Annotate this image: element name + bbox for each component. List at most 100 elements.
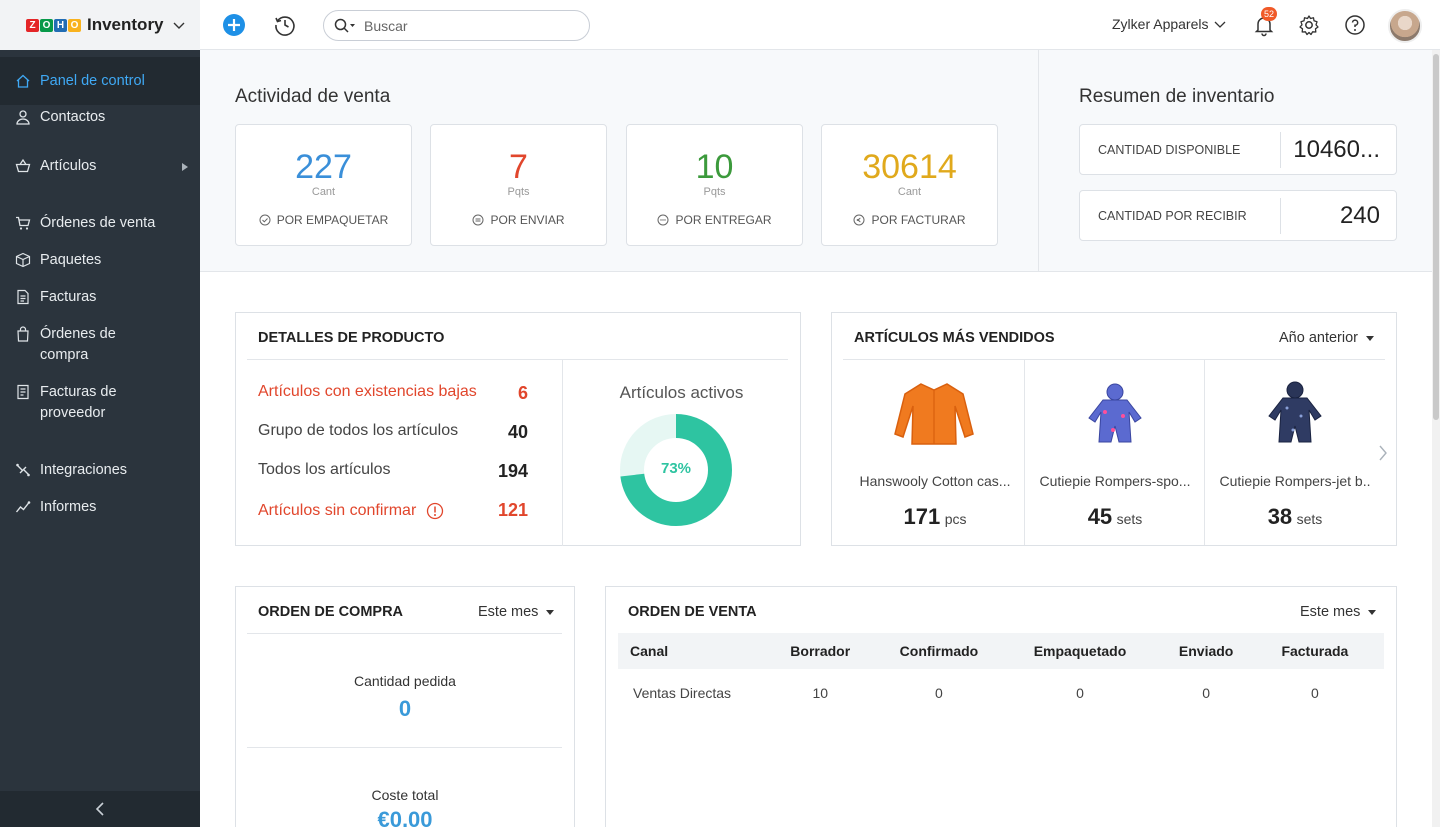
- period-label: Este mes: [1300, 604, 1361, 620]
- divider: [1024, 360, 1025, 545]
- inventory-value: 10460...: [1293, 135, 1380, 163]
- sidebar-item-label: Paquetes: [40, 252, 102, 268]
- top-item-card[interactable]: Cutiepie Rompers-spo... 45 sets: [1025, 360, 1205, 545]
- table-row[interactable]: Ventas Directas 10 0 0 0 0: [618, 669, 1384, 717]
- caret-down-icon: [1366, 335, 1374, 341]
- alert-circle-icon[interactable]: [426, 502, 444, 520]
- activity-card-to-pack[interactable]: 227 Cant POR EMPAQUETAR: [235, 124, 412, 246]
- activity-value: 30614: [862, 148, 957, 186]
- sidebar-item-sales-orders[interactable]: Órdenes de venta: [0, 213, 200, 234]
- table-cell: 0: [1076, 685, 1084, 701]
- chevron-down-icon: [173, 22, 185, 29]
- truck-icon: [472, 214, 484, 226]
- row-value: 40: [507, 422, 528, 442]
- row-label: Artículos con existencias bajas: [258, 383, 477, 400]
- row-value: 194: [497, 461, 528, 481]
- activity-unit: Cant: [311, 186, 336, 198]
- item-quantity: 38 sets: [1205, 504, 1385, 530]
- activity-label-row: POR ENVIAR: [431, 213, 606, 227]
- column-header: Borrador: [756, 633, 885, 669]
- sidebar-item-reports[interactable]: Informes: [0, 497, 200, 518]
- cart-icon: [16, 216, 31, 230]
- activity-card-to-ship[interactable]: 7 Pqts POR ENVIAR: [430, 124, 607, 246]
- qty-value: 45: [1087, 504, 1113, 529]
- active-items-title: Artículos activos: [619, 383, 744, 402]
- organization-switcher[interactable]: Zylker Apparels: [1112, 16, 1226, 32]
- search-icon[interactable]: [334, 18, 356, 34]
- all-item-groups-row[interactable]: Grupo de todos los artículos 40: [258, 422, 528, 443]
- activity-label-row: POR ENTREGAR: [627, 213, 802, 227]
- activity-card-to-deliver[interactable]: 10 Pqts POR ENTREGAR: [626, 124, 803, 246]
- help-icon[interactable]: [1343, 13, 1367, 37]
- invoice-icon: [17, 289, 29, 305]
- qty-unit: sets: [1116, 511, 1143, 527]
- total-cost-value: €0,00: [377, 807, 433, 827]
- table-cell: Ventas Directas: [633, 685, 732, 701]
- search-input[interactable]: [364, 17, 564, 34]
- sidebar-item-packages[interactable]: Paquetes: [0, 250, 200, 271]
- divider: [247, 633, 562, 634]
- chevron-down-icon: [1215, 21, 1226, 28]
- activity-card-to-invoice[interactable]: 30614 Cant POR FACTURAR: [821, 124, 998, 246]
- sidebar-collapse-button[interactable]: [0, 791, 200, 827]
- sidebar-item-dashboard[interactable]: Panel de control: [0, 57, 200, 105]
- bill-icon: [17, 384, 29, 400]
- sidebar-item-invoices[interactable]: Facturas: [0, 287, 200, 308]
- table-cell: 10: [812, 685, 829, 701]
- integrations-icon: [16, 463, 30, 477]
- low-stock-items-row[interactable]: Artículos con existencias bajas 6: [258, 383, 528, 404]
- sidebar-item-integrations[interactable]: Integraciones: [0, 460, 200, 481]
- sales-order-table: Canal Borrador Confirmado Empaquetado En…: [618, 633, 1384, 717]
- chevron-left-icon: [95, 802, 104, 816]
- scrollbar-track[interactable]: [1432, 50, 1440, 827]
- divider: [843, 359, 1385, 360]
- top-item-card[interactable]: Hanswooly Cotton cas... 171 pcs: [845, 360, 1025, 545]
- check-circle-icon: [259, 214, 271, 226]
- top-selling-period-dropdown[interactable]: Año anterior: [1279, 330, 1374, 346]
- add-new-icon[interactable]: [222, 13, 246, 37]
- scrollbar-thumb[interactable]: [1433, 54, 1439, 420]
- activity-unit: Pqts: [507, 186, 530, 198]
- sidebar-item-vendor-bills[interactable]: Facturas de proveedor: [0, 382, 170, 424]
- home-icon: [16, 74, 30, 88]
- dots-circle-icon: [657, 214, 669, 226]
- brand-switcher[interactable]: Z O H O Inventory: [0, 0, 200, 50]
- activity-value: 10: [695, 148, 734, 186]
- quantity-to-receive: CANTIDAD POR RECIBIR 240: [1079, 190, 1397, 241]
- table-cell: 0: [1202, 685, 1211, 701]
- donut-percent-label: 73%: [660, 460, 692, 477]
- purchase-order-period-dropdown[interactable]: Este mes: [478, 604, 555, 620]
- sidebar-item-label: Panel de control: [40, 72, 145, 89]
- top-item-card[interactable]: Cutiepie Rompers-jet b.. 38 sets: [1205, 360, 1385, 545]
- sweater-image: [894, 383, 974, 445]
- donut-arc: [620, 414, 732, 526]
- sidebar-item-contacts[interactable]: Contactos: [0, 107, 200, 128]
- logo-letter: O: [68, 18, 81, 32]
- chevron-right-icon[interactable]: [1377, 444, 1389, 462]
- history-icon[interactable]: [273, 13, 297, 37]
- logo-letter: O: [40, 18, 53, 32]
- sidebar-item-items[interactable]: Artículos: [0, 156, 200, 177]
- item-quantity: 171 pcs: [845, 504, 1025, 530]
- all-items-row[interactable]: Todos los artículos 194: [258, 461, 528, 482]
- logo-letter: Z: [26, 18, 39, 32]
- sidebar-item-purchase-orders[interactable]: Órdenes de compra: [0, 324, 170, 366]
- row-label: Artículos sin confirmar: [258, 501, 417, 519]
- search-box[interactable]: [323, 10, 590, 41]
- purchase-order-title: ORDEN DE COMPRA: [258, 604, 404, 620]
- unconfirmed-items-row[interactable]: Artículos sin confirmar 121: [258, 500, 528, 521]
- user-icon: [16, 110, 30, 125]
- quantity-ordered-label: Cantidad pedida: [354, 673, 456, 689]
- romper-image: [1268, 381, 1322, 443]
- gear-icon[interactable]: [1297, 13, 1321, 37]
- qty-value: 171: [903, 504, 941, 529]
- sales-order-panel: [605, 586, 1397, 827]
- avatar[interactable]: [1388, 9, 1422, 43]
- active-items-donut: [620, 414, 732, 526]
- reports-icon: [15, 501, 31, 513]
- column-header: Empaquetado: [993, 633, 1167, 669]
- activity-label-row: POR FACTURAR: [822, 213, 997, 227]
- sales-order-period-dropdown[interactable]: Este mes: [1300, 604, 1377, 620]
- package-icon: [15, 252, 31, 268]
- product-details-title: DETALLES DE PRODUCTO: [258, 330, 445, 346]
